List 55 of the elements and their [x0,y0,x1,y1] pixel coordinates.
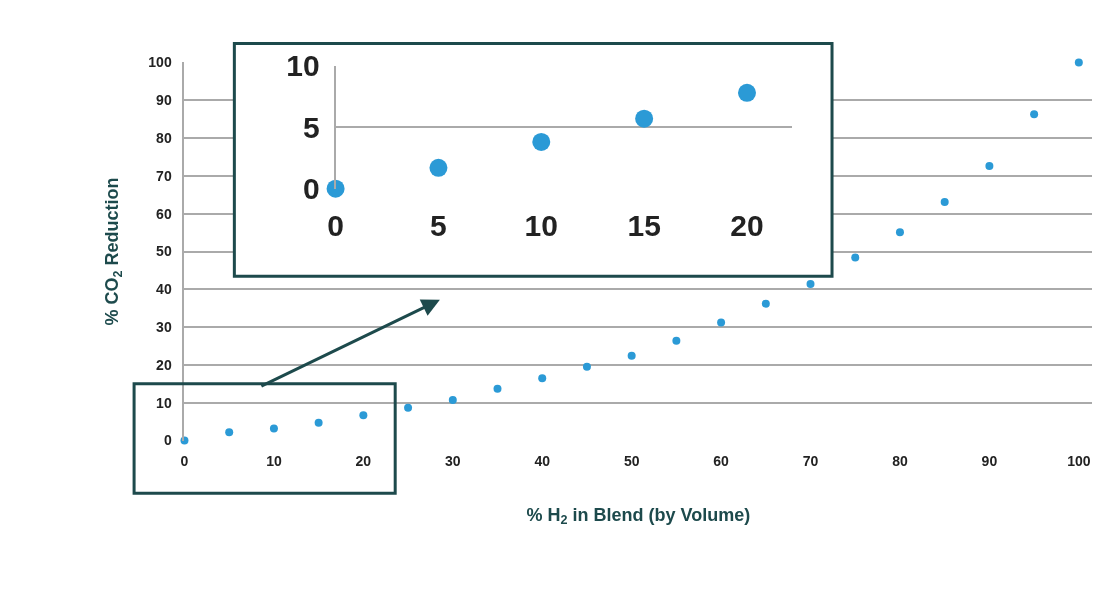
x-tick-label: 15 [627,208,661,242]
x-tick-label: 10 [524,208,558,242]
x-tick-label: 5 [430,208,447,242]
point [429,158,448,177]
y-tick-label: 0 [302,172,320,206]
y-tick-label: 50 [156,243,172,260]
x-axis-title: % H$_{2}$ in Blend (by Volume) [526,504,751,528]
point [359,411,368,420]
point [985,162,994,171]
x-tick-label: 60 [713,452,730,469]
x-tick-label: 50 [623,452,640,469]
x-tick-label: 0 [327,208,344,242]
point [1074,58,1083,67]
x-tick-label: 40 [534,452,551,469]
y-tick-label: 90 [156,92,172,109]
x-tick-label: 20 [355,452,372,469]
x-tick-label: 30 [445,452,461,469]
point [493,384,502,393]
x-tick-label: 10 [266,452,282,469]
point [761,299,770,308]
point [448,396,457,405]
point [326,179,345,198]
y-tick-label: 70 [156,167,172,184]
point [627,351,636,360]
y-tick-label: 0 [163,432,172,449]
y-tick-label: 5 [302,110,320,144]
x-tick-label: 80 [892,452,908,469]
point [269,424,278,433]
point [806,280,815,289]
x-tick-label: 20 [730,208,764,242]
point [672,336,681,345]
point [737,83,756,102]
point [225,428,234,437]
y-tick-label: 80 [156,129,172,146]
point [851,253,860,262]
point [314,418,323,427]
y-tick-label: 30 [156,319,172,336]
point [404,403,413,412]
y-tick-label: 100 [148,54,172,71]
point [532,132,551,151]
x-tick-label: 0 [180,452,189,469]
point [635,109,654,128]
point [582,362,591,371]
point [940,197,949,206]
point [538,374,547,383]
y-tick-label: 10 [286,49,320,83]
x-tick-label: 90 [981,452,998,469]
point [895,228,904,237]
y-tick-label: 20 [156,356,172,373]
y-tick-label: 10 [156,394,172,411]
y-tick-label: 40 [156,281,172,298]
point [717,318,726,327]
x-tick-label: 70 [802,452,819,469]
point [1030,110,1039,119]
x-tick-label: 100 [1067,452,1091,469]
